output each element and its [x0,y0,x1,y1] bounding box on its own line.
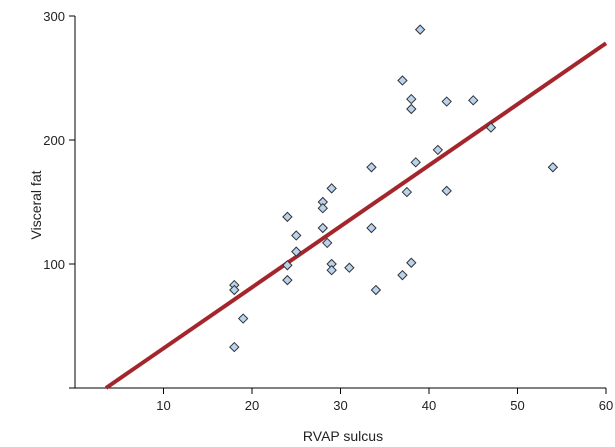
x-tick-label: 50 [510,398,524,413]
x-tick-label: 40 [422,398,436,413]
ticks: 100 200 300 10 20 30 40 50 60 [43,9,613,413]
data-point [229,284,240,296]
data-point [406,93,417,105]
data-point [414,24,426,35]
data-point [441,185,452,197]
data-point [366,162,377,173]
data-point [370,284,382,296]
data-point [282,260,293,271]
data-point [326,264,337,276]
data-point [401,186,413,198]
data-point [291,246,302,257]
data-point [468,95,479,106]
data-point [237,313,249,324]
data-point [229,341,240,353]
data-point [322,237,333,249]
data-point [397,269,408,281]
trend-line-group [104,41,608,390]
data-point [406,103,417,115]
data-point [291,230,302,241]
x-tick-label: 20 [245,398,259,413]
data-point [406,257,417,268]
data-point [441,96,452,107]
data-point [432,144,444,156]
data-point [344,262,355,273]
data-point [547,162,559,173]
axes [74,16,606,389]
y-tick-label: 300 [43,9,65,24]
data-point [397,75,408,86]
data-point [282,211,293,223]
data-point [317,202,329,214]
x-tick-label: 60 [599,398,613,413]
data-point [485,122,497,133]
data-points [229,24,559,353]
data-point [326,183,337,194]
y-tick-label: 200 [43,133,65,148]
data-point [317,222,329,234]
x-axis-title: RVAP sulcus [303,428,383,444]
data-point [366,222,377,234]
x-tick-label: 30 [333,398,347,413]
y-axis-title: Visceral fat [28,170,44,239]
trend-line [104,41,608,390]
y-tick-label: 100 [43,257,65,272]
x-tick-label: 10 [156,398,170,413]
data-point [282,274,293,286]
data-point [410,157,421,168]
